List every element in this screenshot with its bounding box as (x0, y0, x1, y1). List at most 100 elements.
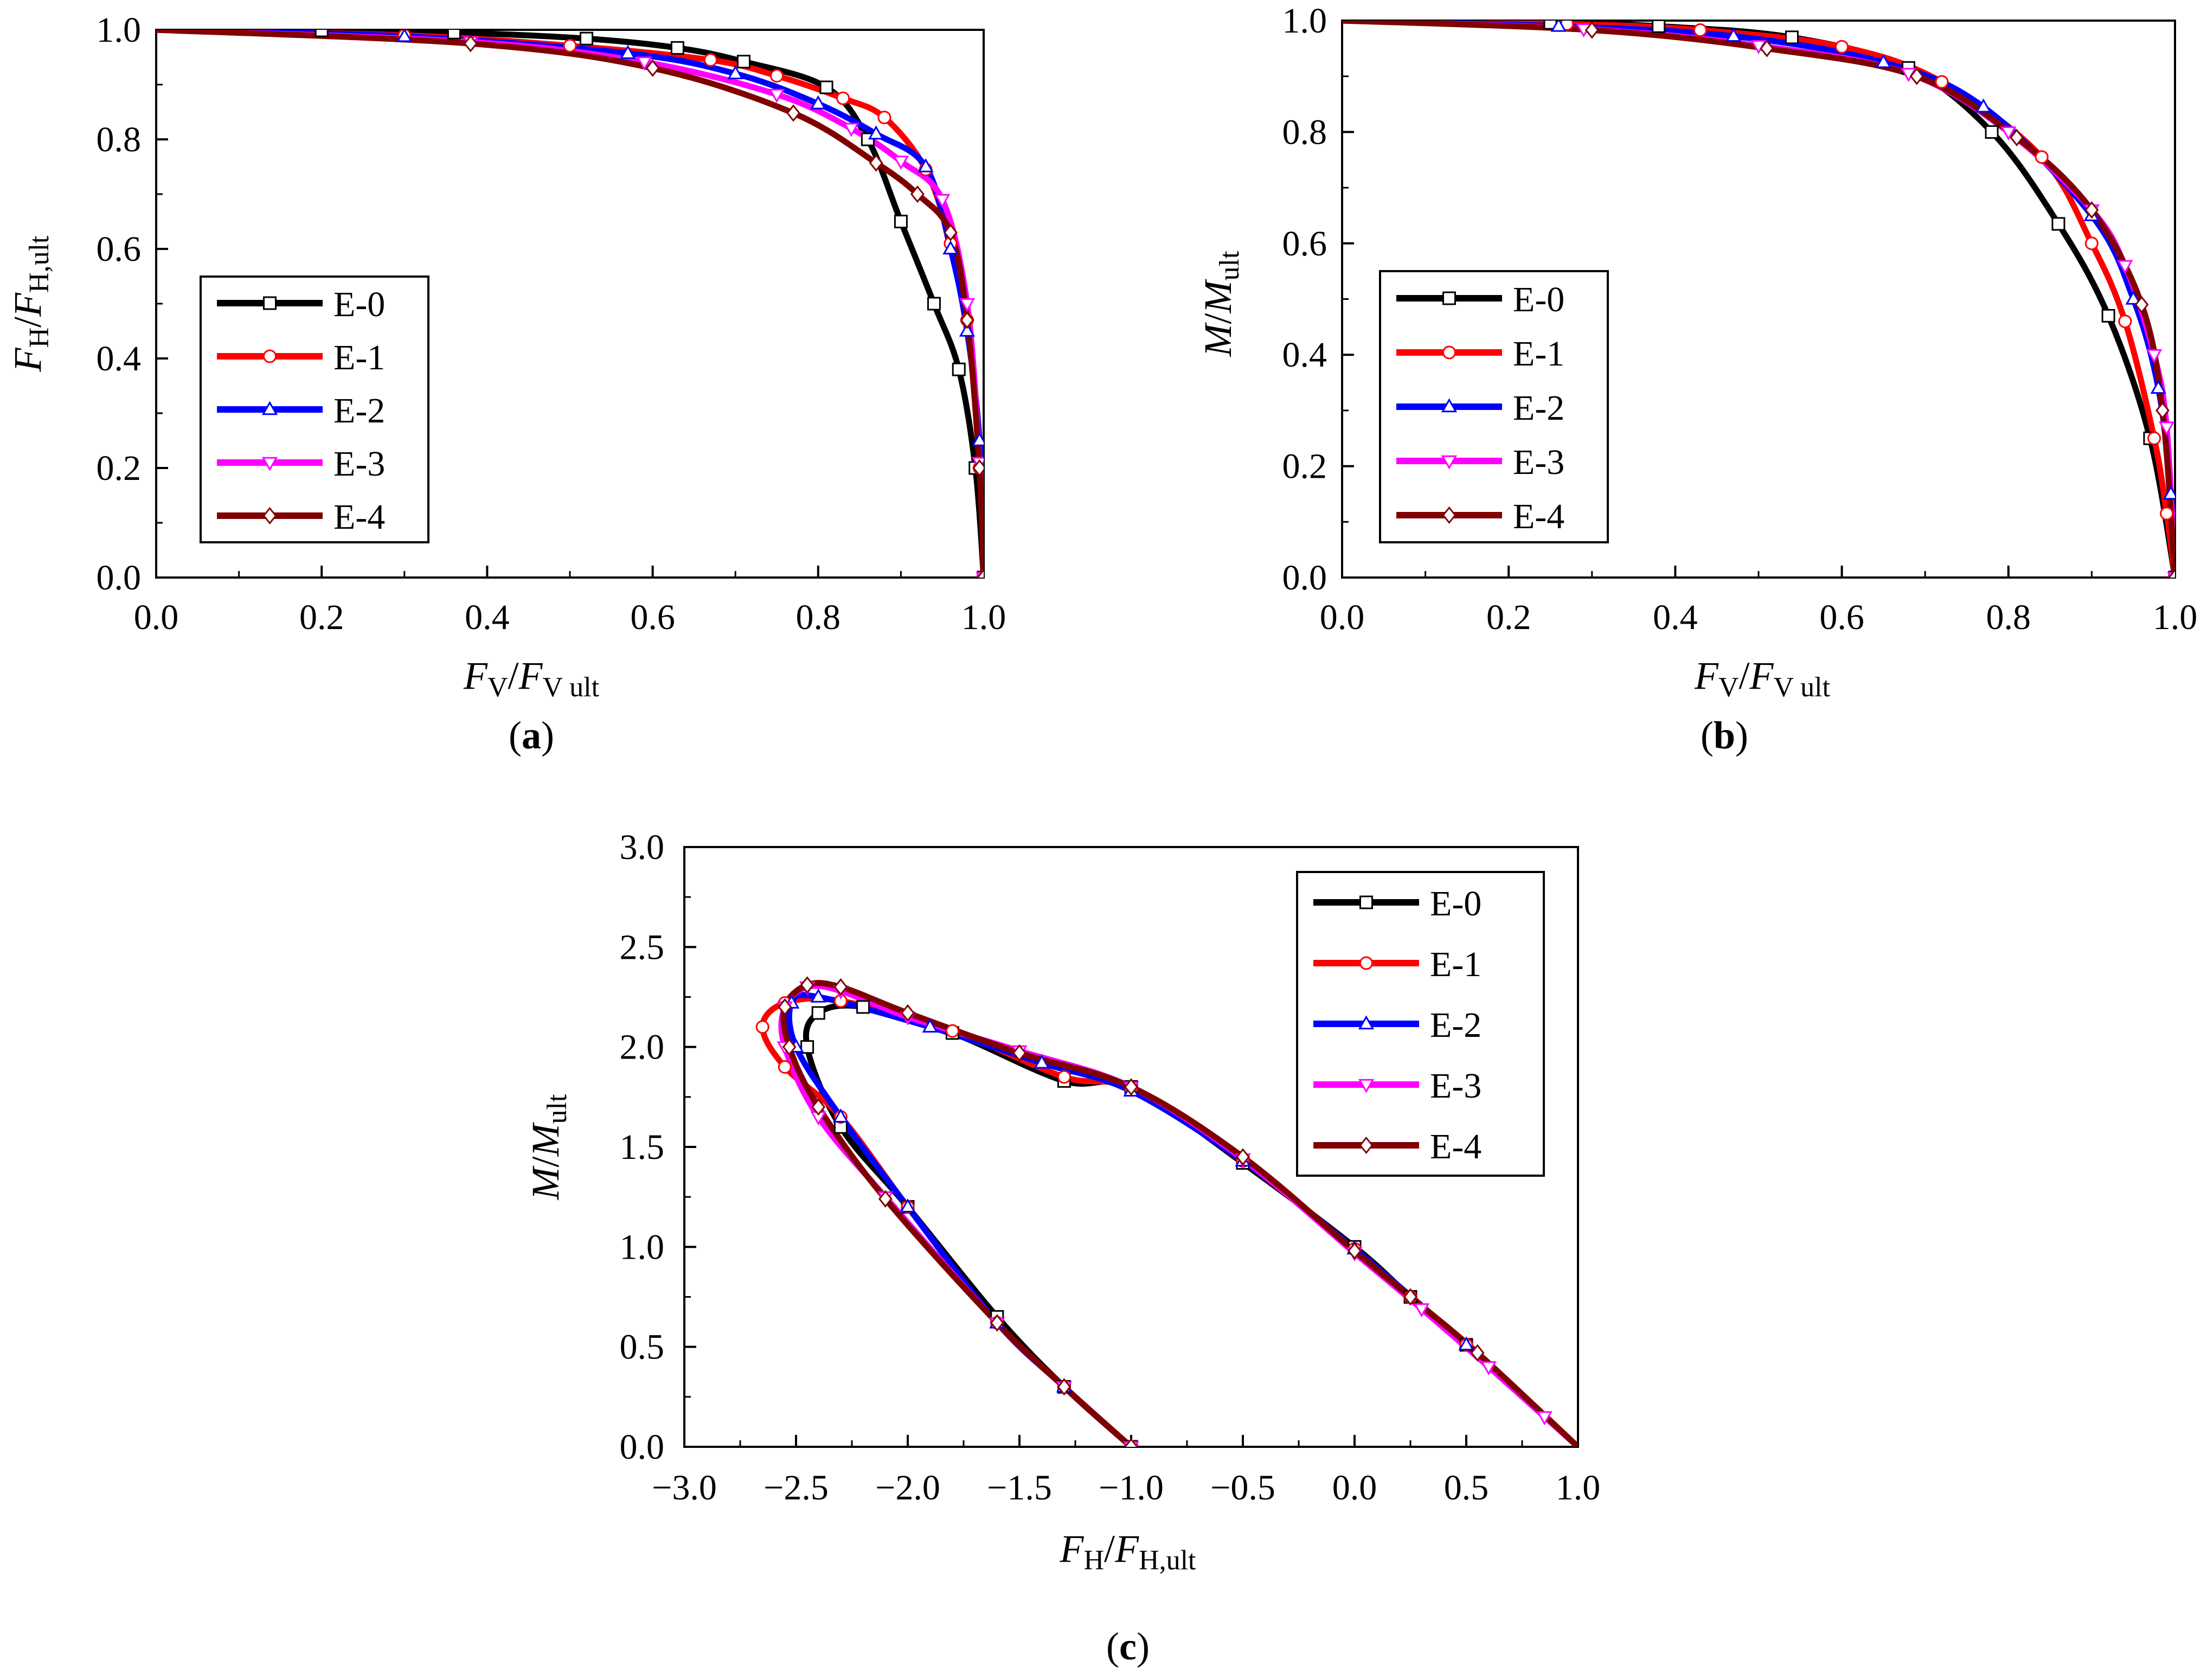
data-point-E-1 (2035, 150, 2049, 164)
data-point-E-2 (810, 95, 826, 110)
data-point-E-2 (868, 125, 884, 140)
legend-marker-E-2 (1358, 1015, 1375, 1030)
axis-label-part: V (487, 672, 508, 703)
y-tick-label: 0.4 (1282, 335, 1327, 375)
legend-label-E-2: E-2 (1513, 388, 1564, 428)
panel-label-letter: c (1119, 1625, 1137, 1668)
axis-label-part: / (1104, 1527, 1115, 1570)
chart-panel-c: −3.0 −2.5 −2.0 −1.5 −1.0 −0.5 0.0 0.5 1.0 0.0 0.5 1… (524, 828, 1600, 1668)
axis-label-part: F (1694, 654, 1719, 697)
data-point-E-4 (1124, 1438, 1138, 1447)
x-tick-label: −0.5 (1210, 1468, 1275, 1508)
data-point-E-3 (2158, 421, 2175, 436)
data-point-E-2 (900, 1198, 916, 1213)
legend-marker-E-1 (263, 349, 277, 363)
axis-label-part: H,ult (24, 235, 55, 293)
data-point-E-4 (2134, 296, 2149, 313)
y-tick-label: 0.8 (1282, 112, 1327, 152)
legend-label-E-4: E-4 (333, 497, 385, 537)
legend-label-E-0: E-0 (333, 285, 385, 324)
data-point-E-3 (934, 194, 951, 208)
data-point-E-3 (1413, 1303, 1430, 1318)
y-tick-label: 0.2 (1282, 447, 1327, 486)
legend-label-E-1: E-1 (1430, 945, 1481, 984)
legend-marker-E-0 (263, 296, 277, 310)
x-tick-label: 0.0 (134, 598, 179, 637)
legend-label-E-3: E-3 (1430, 1066, 1481, 1106)
axis-label-part: / (1196, 313, 1240, 324)
data-point-E-3 (1536, 1411, 1552, 1426)
axis-label-part: H (24, 328, 55, 348)
panel-label-close: ) (541, 714, 554, 757)
data-point-E-0 (894, 215, 908, 228)
panel-label: (b) (1701, 714, 1748, 757)
data-point-E-0 (447, 30, 461, 40)
x-tick-label: 0.8 (1986, 598, 2031, 637)
legend-label-E-2: E-2 (1430, 1005, 1481, 1045)
x-tick-label: 0.6 (630, 598, 675, 637)
legend-label-E-4: E-4 (1430, 1127, 1481, 1166)
data-point-E-2 (959, 322, 976, 337)
legend-marker-E-4 (262, 506, 277, 525)
data-point-E-2 (1034, 1054, 1050, 1069)
axis-label-part: F (463, 654, 488, 697)
data-point-E-1 (1057, 1070, 1071, 1084)
data-point-E-4 (800, 976, 814, 994)
legend-label-E-1: E-1 (1513, 334, 1564, 374)
data-point-E-2 (620, 44, 636, 59)
data-point-E-4 (645, 59, 660, 77)
x-axis-label: FH/FH,ult (1060, 1527, 1197, 1576)
data-point-E-4 (972, 459, 984, 477)
chart-panel-b: 0.0 0.2 0.4 0.6 0.8 1.00.00.20.40.60.81.0E-0E… (1196, 1, 2197, 757)
data-point-E-2 (396, 30, 413, 42)
data-point-E-2 (1725, 28, 1742, 42)
data-point-E-1 (945, 1024, 959, 1038)
y-axis-label: M/Mult (1196, 251, 1245, 357)
legend-label-E-4: E-4 (1513, 497, 1564, 536)
data-point-E-0 (811, 1006, 825, 1020)
data-point-E-3 (1480, 1361, 1497, 1376)
legend-marker-E-1 (1442, 345, 1456, 360)
data-point-E-4 (1403, 1288, 1417, 1306)
data-point-E-2 (832, 1108, 849, 1123)
data-point-E-2 (942, 240, 959, 255)
y-tick-label: 0.4 (97, 339, 142, 379)
data-point-E-1 (755, 1020, 769, 1034)
data-point-E-4 (977, 568, 984, 578)
axis-label-part: M (1196, 322, 1240, 357)
y-tick-label: 0.6 (1282, 224, 1327, 264)
data-point-E-0 (315, 30, 329, 37)
data-point-E-3 (636, 56, 653, 71)
y-tick-label: 0.0 (1282, 558, 1327, 598)
data-point-E-4 (786, 104, 800, 122)
axis-label-part: / (524, 1156, 567, 1167)
legend-marker-E-0 (1359, 895, 1373, 909)
data-point-E-4 (1760, 40, 1774, 57)
data-point-E-4 (2084, 201, 2099, 219)
data-point-E-2 (922, 1018, 938, 1033)
y-tick-label: 1.0 (620, 1227, 665, 1267)
panel-label: (a) (509, 714, 554, 757)
legend-label-E-1: E-1 (333, 338, 385, 377)
data-point-E-0 (927, 297, 941, 311)
panel-label-letter: b (1714, 714, 1735, 757)
x-axis-label: FV/FV ult (1694, 654, 1831, 703)
axis-label-part: F (1114, 1527, 1139, 1570)
data-point-E-4 (2155, 401, 2170, 420)
legend: E-0 E-1 E-2 E-3 E-4 (1296, 871, 1545, 1177)
data-point-E-3 (2117, 260, 2133, 274)
y-tick-label: 2.0 (620, 1028, 665, 1067)
data-point-E-4 (878, 1190, 893, 1208)
x-tick-label: 0.6 (1819, 598, 1864, 637)
data-point-E-1 (703, 53, 717, 67)
data-point-E-3 (2000, 126, 2017, 141)
y-axis-label: M/Mult (524, 1094, 573, 1200)
x-tick-label: −2.5 (764, 1468, 829, 1508)
legend-marker-E-3 (1441, 455, 1458, 470)
data-point-E-4 (811, 1098, 826, 1116)
data-point-E-4 (778, 998, 792, 1016)
legend-label-E-0: E-0 (1513, 280, 1564, 319)
data-point-E-0 (819, 80, 833, 94)
data-point-E-4 (1236, 1148, 1250, 1166)
